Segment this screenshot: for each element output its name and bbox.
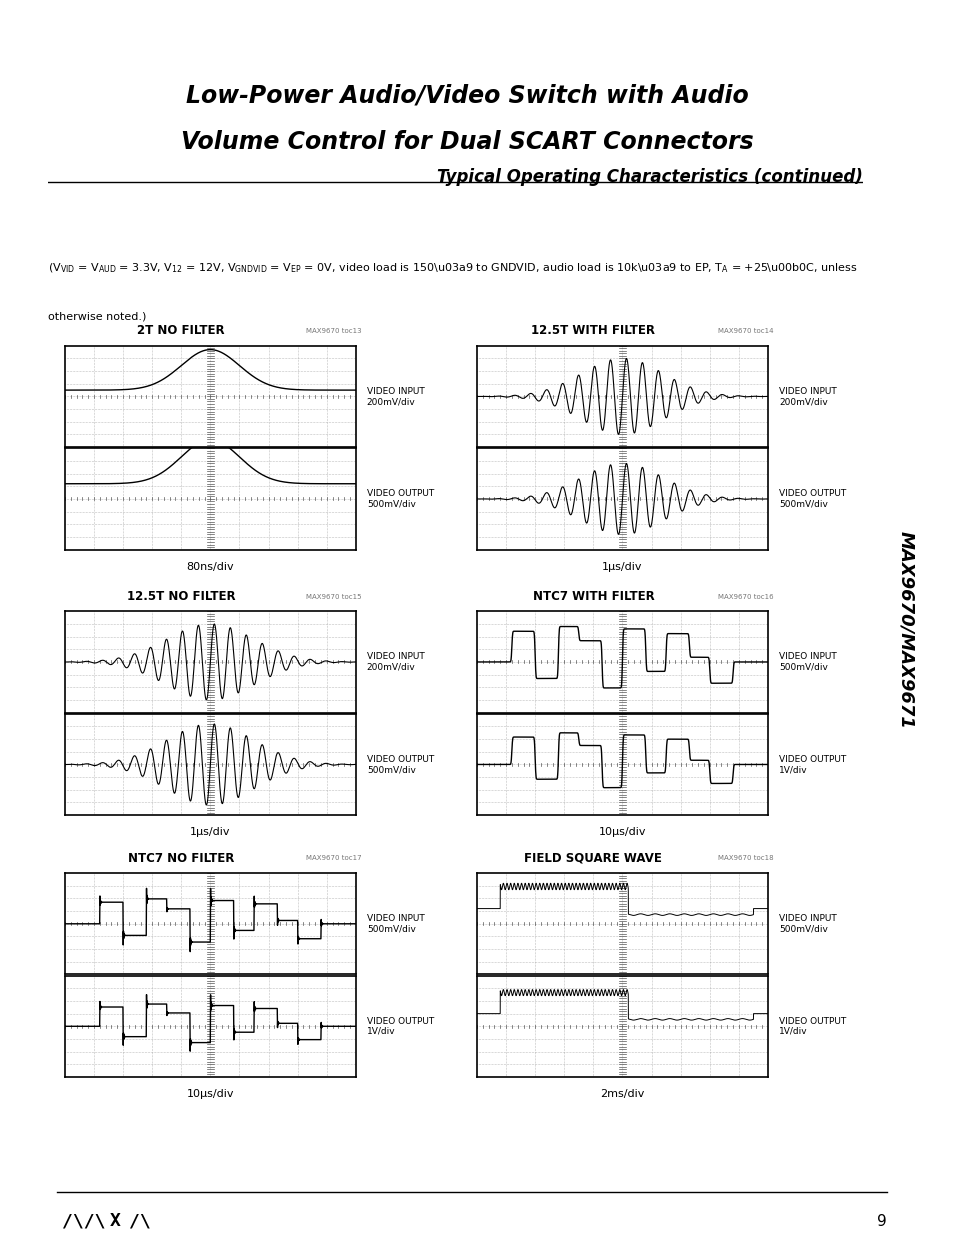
Text: FIELD SQUARE WAVE: FIELD SQUARE WAVE (524, 852, 661, 864)
Text: 10μs/div: 10μs/div (187, 1089, 233, 1099)
Text: /\: /\ (129, 1212, 151, 1230)
Text: 1μs/div: 1μs/div (190, 827, 231, 837)
Text: 10μs/div: 10μs/div (598, 827, 645, 837)
Text: VIDEO INPUT
200mV/div: VIDEO INPUT 200mV/div (366, 652, 424, 672)
Text: 12.5T WITH FILTER: 12.5T WITH FILTER (531, 325, 655, 337)
Text: MAX9670 toc14: MAX9670 toc14 (718, 329, 773, 333)
Text: VIDEO OUTPUT
500mV/div: VIDEO OUTPUT 500mV/div (778, 489, 845, 509)
Text: 80ns/div: 80ns/div (187, 562, 233, 572)
Text: VIDEO INPUT
200mV/div: VIDEO INPUT 200mV/div (778, 387, 836, 406)
Text: MAX9670 toc16: MAX9670 toc16 (718, 594, 773, 599)
Text: VIDEO OUTPUT
500mV/div: VIDEO OUTPUT 500mV/div (366, 489, 434, 509)
Text: 9: 9 (877, 1214, 886, 1229)
Text: VIDEO OUTPUT
1V/div: VIDEO OUTPUT 1V/div (778, 755, 845, 774)
Text: X: X (110, 1212, 120, 1230)
Text: NTC7 WITH FILTER: NTC7 WITH FILTER (532, 590, 654, 603)
Text: (V$_{\mathsf{VID}}$ = V$_{\mathsf{AUD}}$ = 3.3V, V$_{12}$ = 12V, V$_{\mathsf{GND: (V$_{\mathsf{VID}}$ = V$_{\mathsf{AUD}}$… (48, 262, 857, 275)
Text: Typical Operating Characteristics (continued): Typical Operating Characteristics (conti… (437, 168, 862, 186)
Text: MAX9670 toc18: MAX9670 toc18 (718, 856, 773, 861)
Text: VIDEO INPUT
500mV/div: VIDEO INPUT 500mV/div (778, 652, 836, 672)
Text: 12.5T NO FILTER: 12.5T NO FILTER (127, 590, 235, 603)
Text: MAX9670/MAX9671: MAX9670/MAX9671 (896, 531, 914, 729)
Text: VIDEO INPUT
500mV/div: VIDEO INPUT 500mV/div (366, 914, 424, 934)
Text: Low-Power Audio/Video Switch with Audio: Low-Power Audio/Video Switch with Audio (186, 84, 748, 107)
Text: VIDEO OUTPUT
500mV/div: VIDEO OUTPUT 500mV/div (366, 755, 434, 774)
Text: otherwise noted.): otherwise noted.) (48, 311, 146, 321)
Text: MAX9670 toc15: MAX9670 toc15 (306, 594, 361, 599)
Text: VIDEO OUTPUT
1V/div: VIDEO OUTPUT 1V/div (366, 1016, 434, 1036)
Text: 2T NO FILTER: 2T NO FILTER (137, 325, 225, 337)
Text: VIDEO OUTPUT
1V/div: VIDEO OUTPUT 1V/div (778, 1016, 845, 1036)
Text: VIDEO INPUT
500mV/div: VIDEO INPUT 500mV/div (778, 914, 836, 934)
Text: 2ms/div: 2ms/div (599, 1089, 644, 1099)
Text: /\/\: /\/\ (62, 1212, 106, 1230)
Text: 1μs/div: 1μs/div (601, 562, 642, 572)
Text: NTC7 NO FILTER: NTC7 NO FILTER (128, 852, 234, 864)
Text: MAX9670 toc17: MAX9670 toc17 (306, 856, 361, 861)
Text: Volume Control for Dual SCART Connectors: Volume Control for Dual SCART Connectors (181, 130, 753, 154)
Text: VIDEO INPUT
200mV/div: VIDEO INPUT 200mV/div (366, 387, 424, 406)
Text: MAX9670 toc13: MAX9670 toc13 (306, 329, 361, 333)
